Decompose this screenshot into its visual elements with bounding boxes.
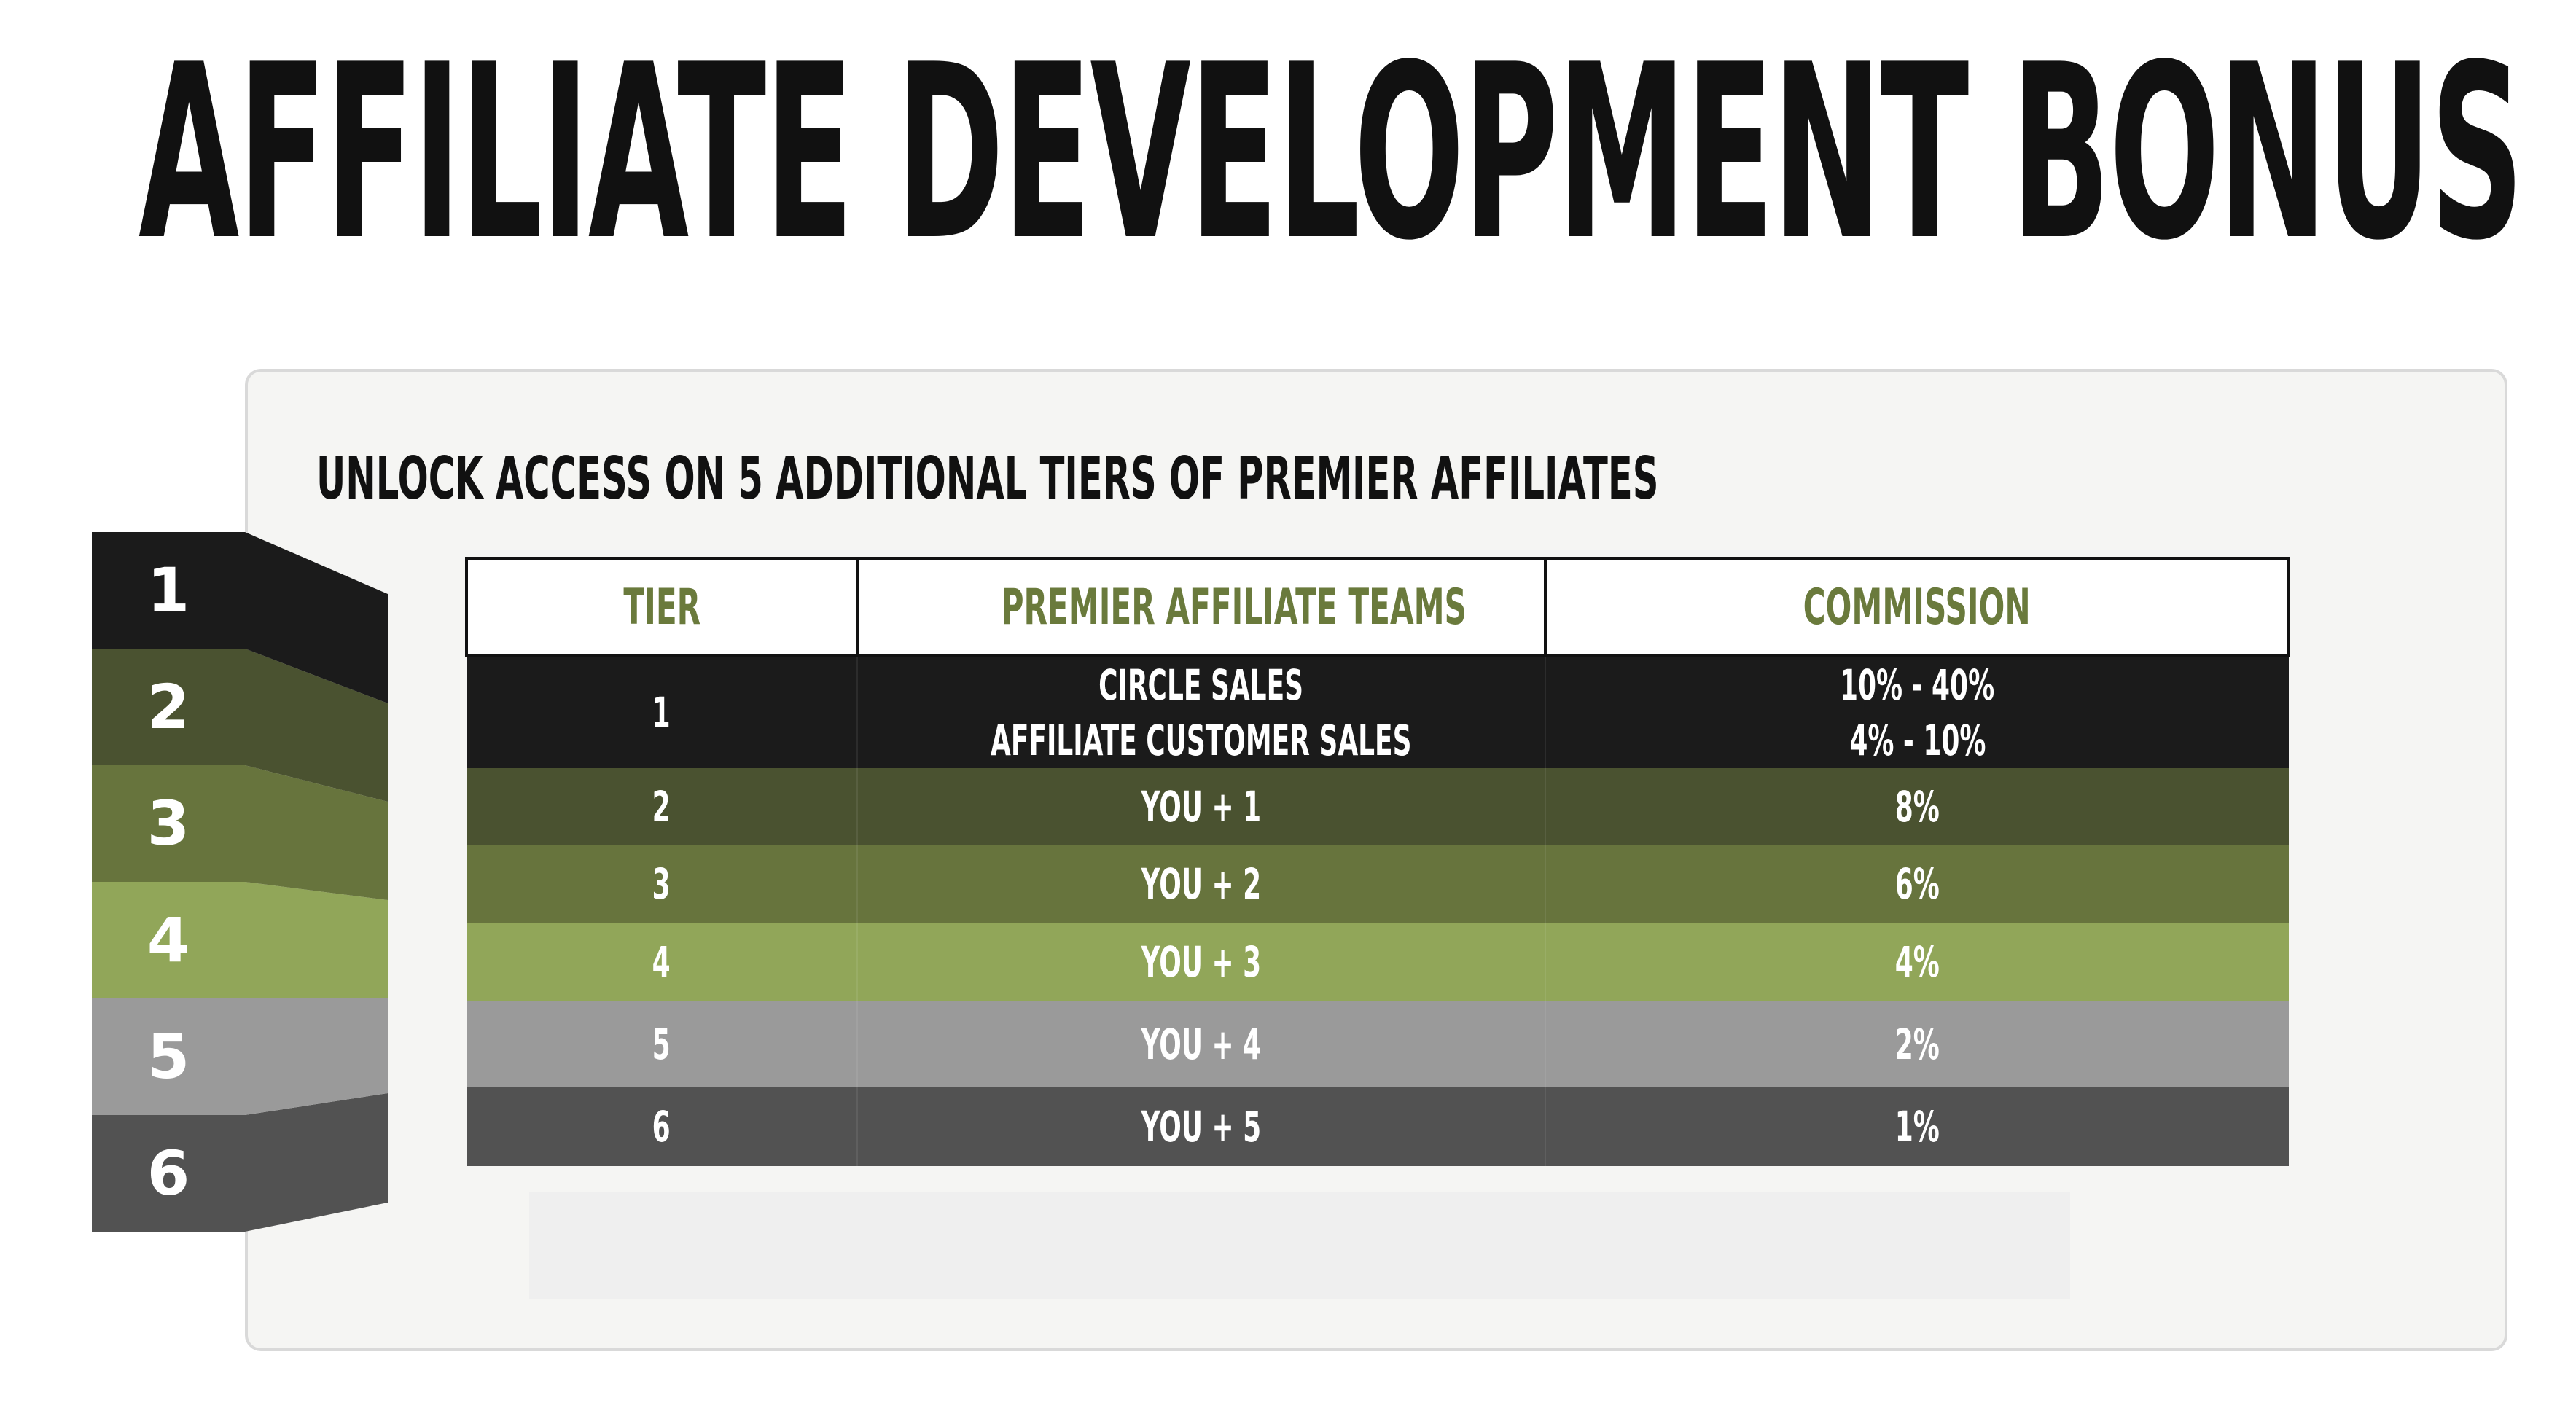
cell-commission-line: 10% - 40%	[1840, 660, 1995, 710]
table-row: 2 YOU + 1 8%	[467, 768, 2289, 845]
cell-teams-value: YOU + 5	[1141, 1102, 1262, 1152]
tier-stack-block-3	[92, 765, 245, 882]
table-row: 1 CIRCLE SALES AFFILIATE CUSTOMER SALES …	[467, 656, 2289, 768]
cell-tier: 1	[467, 656, 858, 768]
cell-teams: YOU + 4	[857, 1001, 1546, 1087]
tier-stack-number-5: 5	[147, 1021, 190, 1092]
tier-stack-number-3: 3	[147, 788, 190, 859]
cell-teams-value: YOU + 2	[1141, 859, 1262, 909]
tier-stack-block-2	[92, 649, 245, 765]
tier-stack-side-4	[245, 882, 388, 998]
cell-commission: 6%	[1545, 845, 2289, 923]
header-tier: TIER	[465, 557, 859, 657]
cell-teams-value: YOU + 3	[1141, 937, 1262, 987]
tier-stack-side-2	[245, 649, 388, 802]
cell-tier: 4	[467, 923, 858, 1001]
cell-teams: YOU + 1	[857, 768, 1546, 845]
subtitle-text: UNLOCK ACCESS ON 5 ADDITIONAL TIERS OF P…	[316, 445, 1659, 512]
header-commission: COMMISSION	[1544, 557, 2290, 657]
tier-stack-side-5	[245, 998, 388, 1115]
page-title-text: AFFILIATE DEVELOPMENT BONUS	[138, 13, 2524, 293]
tier-stack-side-1	[245, 532, 388, 703]
cell-teams: YOU + 2	[857, 845, 1546, 923]
cell-commission: 2%	[1545, 1001, 2289, 1087]
cell-tier-value: 4	[652, 937, 671, 987]
cell-commission: 10% - 40% 4% - 10%	[1545, 656, 2289, 768]
header-teams-label: PREMIER AFFILIATE TEAMS	[1001, 578, 1467, 636]
cell-commission-value: 8%	[1894, 782, 1940, 832]
cell-teams-line: AFFILIATE CUSTOMER SALES	[991, 716, 1412, 765]
table-row: 5 YOU + 4 2%	[467, 1001, 2289, 1087]
cell-commission-value: 1%	[1894, 1102, 1940, 1152]
tier-stack-side-6	[245, 1093, 388, 1232]
cell-tier: 6	[467, 1087, 858, 1166]
cell-tier-value: 5	[652, 1020, 671, 1069]
header-teams: PREMIER AFFILIATE TEAMS	[856, 557, 1547, 657]
table-row: 4 YOU + 3 4%	[467, 923, 2289, 1001]
cell-teams-value: YOU + 1	[1141, 782, 1262, 832]
table-row: 3 YOU + 2 6%	[467, 845, 2289, 923]
tier-stack-graphic	[92, 532, 388, 1232]
cell-tier: 3	[467, 845, 858, 923]
cell-commission-value: 2%	[1894, 1020, 1940, 1069]
cell-commission-line: 4% - 10%	[1849, 716, 1986, 765]
cell-tier-value: 3	[652, 859, 671, 909]
page-title: AFFILIATE DEVELOPMENT BONUS	[138, 13, 2544, 293]
tier-stack-side-3	[245, 765, 388, 900]
header-tier-label: TIER	[623, 578, 700, 636]
cell-teams: YOU + 3	[857, 923, 1546, 1001]
cell-tier-value: 2	[652, 782, 671, 832]
tiers-table: TIER PREMIER AFFILIATE TEAMS COMMISSION …	[465, 557, 2290, 1166]
tier-stack-block-4	[92, 882, 245, 998]
cell-commission: 8%	[1545, 768, 2289, 845]
cell-commission: 4%	[1545, 923, 2289, 1001]
tier-stack-number-4: 4	[147, 904, 190, 976]
cell-teams-value: YOU + 4	[1141, 1020, 1262, 1069]
tier-stack-number-6: 6	[147, 1138, 190, 1209]
cell-teams: CIRCLE SALES AFFILIATE CUSTOMER SALES	[857, 656, 1546, 768]
cell-tier-value: 1	[652, 688, 671, 738]
note-box	[529, 1192, 2070, 1299]
tier-stack-number-1: 1	[147, 555, 190, 626]
cell-commission-value: 4%	[1894, 937, 1940, 987]
tier-stack: 1 2 3 4 5 6	[92, 532, 388, 1232]
cell-tier: 5	[467, 1001, 858, 1087]
cell-teams: YOU + 5	[857, 1087, 1546, 1166]
tier-stack-block-5	[92, 998, 245, 1115]
cell-tier-value: 6	[652, 1102, 671, 1152]
cell-teams-line: CIRCLE SALES	[1098, 660, 1304, 710]
table-header-row: TIER PREMIER AFFILIATE TEAMS COMMISSION	[465, 557, 2290, 657]
table-row: 6 YOU + 5 1%	[467, 1087, 2289, 1166]
tier-stack-block-6	[92, 1115, 245, 1232]
cell-commission-value: 6%	[1894, 859, 1940, 909]
cell-tier: 2	[467, 768, 858, 845]
header-commission-label: COMMISSION	[1803, 578, 2031, 636]
cell-commission: 1%	[1545, 1087, 2289, 1166]
tier-stack-number-2: 2	[147, 671, 190, 743]
tier-stack-block-1	[92, 532, 245, 649]
subtitle: UNLOCK ACCESS ON 5 ADDITIONAL TIERS OF P…	[316, 446, 2066, 512]
